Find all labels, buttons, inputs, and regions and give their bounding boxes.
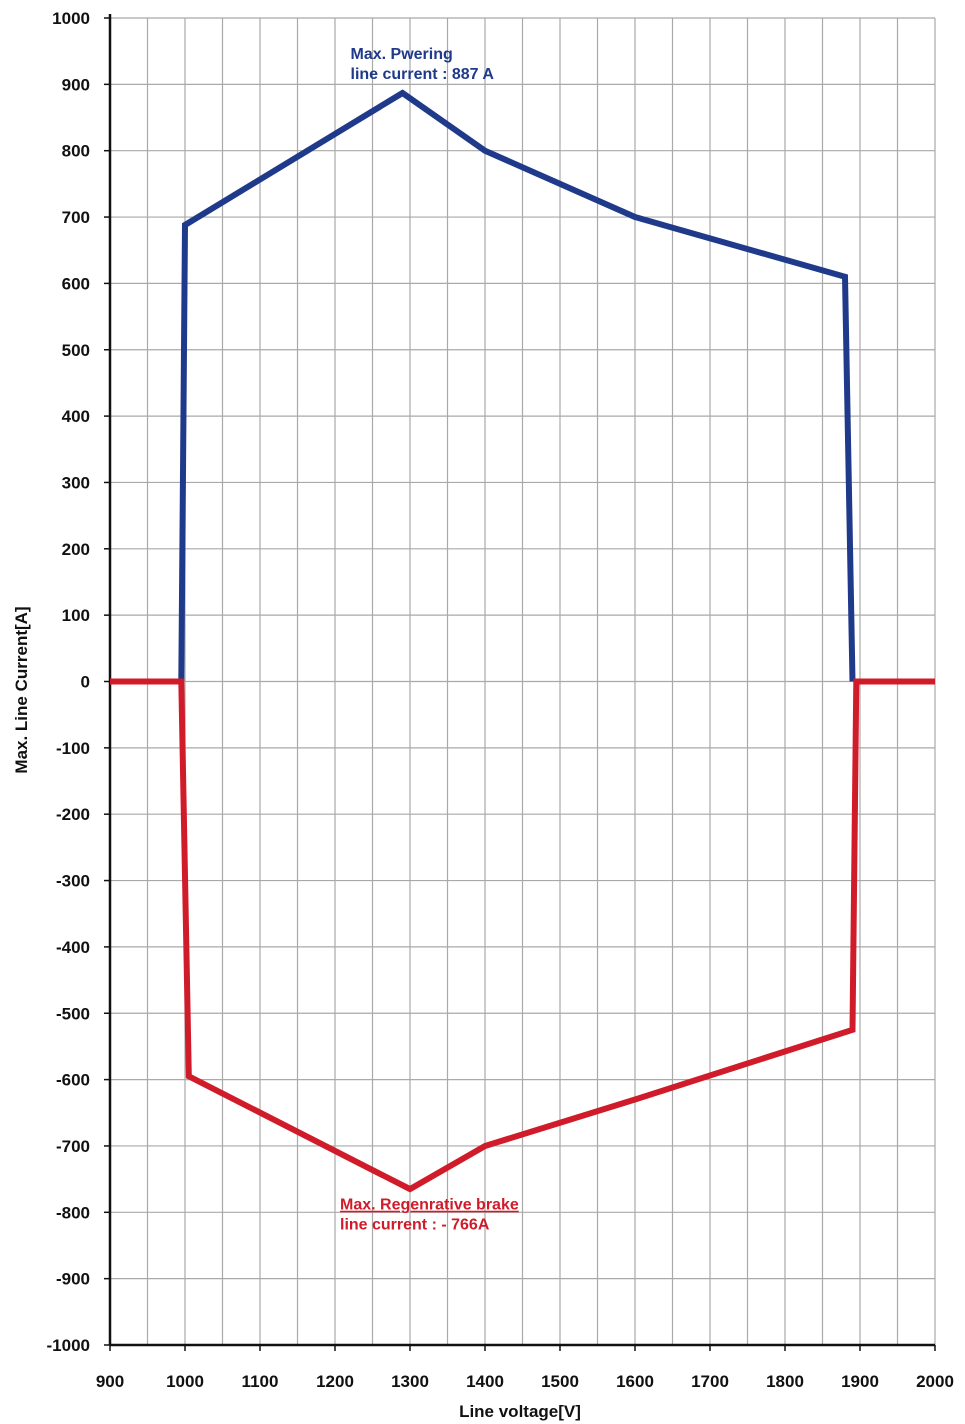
x-tick-label: 1700: [691, 1372, 729, 1391]
y-tick-label: 900: [62, 75, 90, 94]
x-tick-label: 1100: [242, 1372, 279, 1391]
annotation-1-line-0: Max. Regenrative brake: [340, 1197, 519, 1214]
y-axis-label: Max. Line Current[A]: [12, 606, 31, 773]
annotation-0-line-1: line current : 887 A: [351, 66, 495, 83]
x-tick-label: 1000: [166, 1372, 204, 1391]
x-tick-label: 1200: [316, 1372, 354, 1391]
y-tick-label: 300: [62, 473, 90, 492]
y-tick-label: -1000: [47, 1336, 90, 1355]
y-tick-label: 0: [81, 673, 90, 692]
annotation-1-line-1: line current : - 766A: [340, 1217, 490, 1234]
x-tick-label: 1800: [766, 1372, 804, 1391]
y-tick-label: 1000: [52, 9, 90, 28]
series-line-0: [178, 89, 856, 682]
y-tick-label: -200: [56, 805, 90, 824]
y-tick-label: -700: [56, 1137, 90, 1156]
x-tick-label: 900: [96, 1372, 124, 1391]
y-tick-label: 600: [62, 274, 90, 293]
y-tick-label: -300: [56, 872, 90, 891]
y-tick-label: -400: [56, 938, 90, 957]
y-tick-label: 800: [62, 142, 90, 161]
y-tick-label: -100: [56, 739, 90, 758]
x-tick-label: 1300: [391, 1372, 429, 1391]
series-line-1: [110, 678, 935, 1193]
x-tick-labels: 900 1000 1100 1200 1300 1400 1500 1600 1700 1800 1…: [96, 1345, 954, 1391]
series-lines: [110, 89, 935, 1193]
x-tick-label: 2000: [916, 1372, 954, 1391]
y-tick-label: 100: [62, 606, 90, 625]
y-tick-label: 400: [62, 407, 90, 426]
annotations: Max. Pwering line current : 887 A Max. Reg…: [340, 46, 519, 1234]
annotation-0-line-0: Max. Pwering: [351, 46, 453, 63]
grid: [109, 17, 936, 1346]
y-tick-label: 200: [62, 540, 90, 559]
y-tick-labels: 10009008007006005004003002001000-100-200…: [47, 9, 110, 1355]
y-tick-label: -500: [56, 1004, 90, 1023]
y-tick-label: -900: [56, 1270, 90, 1289]
y-tick-label: 500: [62, 341, 90, 360]
x-axis-label: Line voltage[V]: [459, 1402, 581, 1421]
x-tick-label: 1500: [541, 1372, 579, 1391]
y-tick-label: -600: [56, 1071, 90, 1090]
x-tick-label: 1900: [841, 1372, 879, 1391]
x-tick-label: 1600: [616, 1372, 654, 1391]
y-tick-label: 700: [62, 208, 90, 227]
y-tick-label: -800: [56, 1203, 90, 1222]
x-tick-label: 1400: [466, 1372, 504, 1391]
